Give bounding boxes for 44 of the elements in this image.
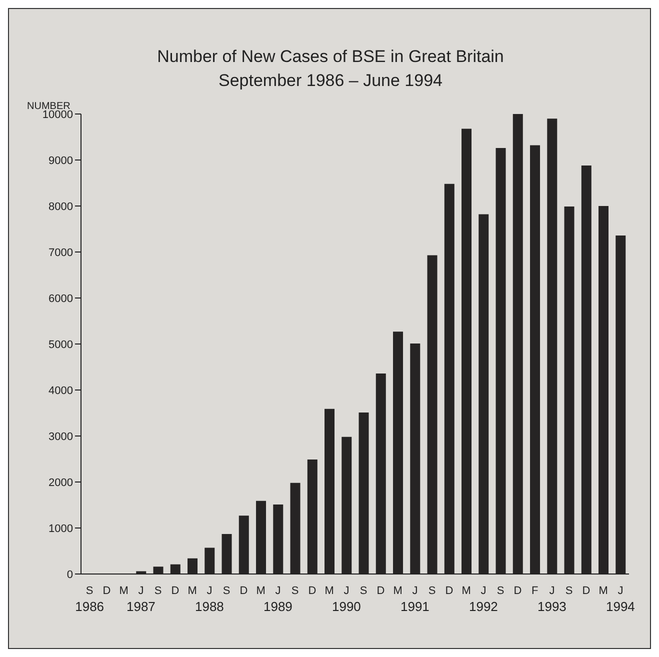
x-tick-label: M xyxy=(256,585,266,597)
x-tick-label: J 1993 xyxy=(537,585,566,614)
x-tick-label: J 1988 xyxy=(194,585,224,614)
y-tick-label: 0 xyxy=(66,568,73,581)
chart-title: Number of New Cases of BSE in Great Britain September 1986 – June 1994 xyxy=(156,46,505,92)
x-tick-label: F xyxy=(531,585,538,597)
x-tick-label: S xyxy=(222,585,230,597)
y-tick-label: 3000 xyxy=(48,430,73,443)
y-tick-label: 10000 xyxy=(42,108,73,121)
x-tick-label: M xyxy=(188,585,197,597)
x-tick-label: D xyxy=(376,585,385,597)
x-tick-label: M xyxy=(462,585,471,597)
y-tick-label: 7000 xyxy=(48,246,73,259)
x-tick-label: S xyxy=(496,585,504,597)
x-tick-label: M xyxy=(324,585,334,597)
x-tick-label: D xyxy=(240,585,248,597)
x-tick-label: S xyxy=(291,585,299,597)
x-tick-label: J 1990 xyxy=(332,585,361,614)
y-tick-label: 6000 xyxy=(48,292,73,305)
x-tick-label: D xyxy=(102,585,111,597)
y-tick-label: 9000 xyxy=(48,154,73,167)
x-tick-label: M xyxy=(119,585,128,597)
x-tick-label: S xyxy=(565,585,573,597)
x-tick-label: D xyxy=(445,585,454,597)
x-tick-label: S 1986 xyxy=(75,585,104,614)
x-tick-label: D xyxy=(308,585,316,597)
x-tick-label: J 1989 xyxy=(263,585,292,614)
x-tick-label: S xyxy=(428,585,436,597)
x-tick-label: D xyxy=(582,585,590,597)
x-tick-label: D xyxy=(171,585,180,597)
y-tick-label: 8000 xyxy=(48,200,73,213)
y-tick-label: 1000 xyxy=(48,522,73,535)
x-tick-label: J 1987 xyxy=(126,585,156,614)
y-tick-label: 4000 xyxy=(48,384,73,397)
x-tick-label: M xyxy=(598,585,608,597)
x-tick-label: J 1994 xyxy=(606,585,635,614)
x-tick-label: M xyxy=(393,585,402,597)
x-tick-label: D xyxy=(514,585,522,597)
x-tick-label: J 1991 xyxy=(400,585,430,614)
x-tick-label: S xyxy=(154,585,162,597)
x-tick-label: S xyxy=(360,585,368,597)
y-tick-label: 5000 xyxy=(48,338,73,351)
x-tick-label: J 1992 xyxy=(468,585,498,614)
y-tick-label: 2000 xyxy=(48,476,73,489)
